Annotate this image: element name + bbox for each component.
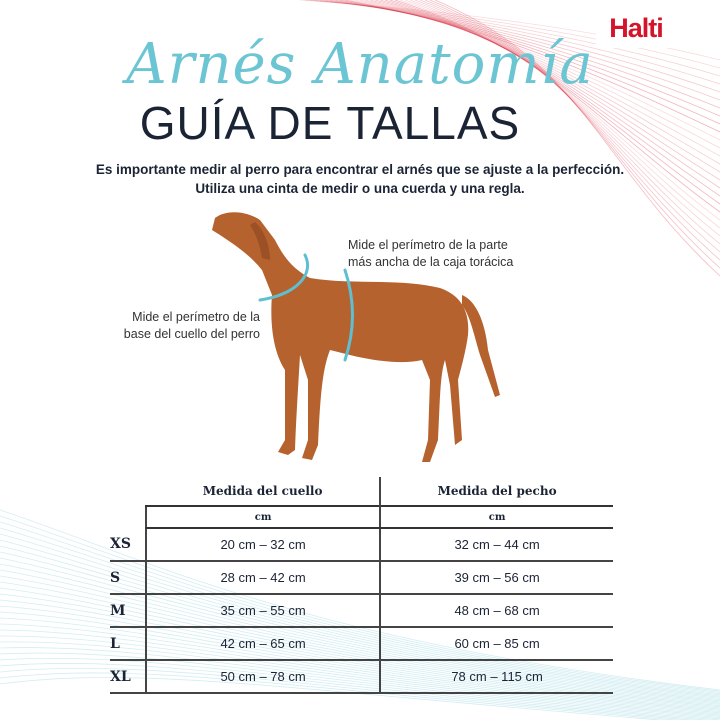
red-wave-line	[304, 0, 720, 69]
red-wave-line	[374, 0, 720, 181]
note-line: Mide el perímetro de la parte	[348, 238, 508, 252]
red-wave-line	[419, 0, 720, 253]
intro-line: Es importante medir al perro para encont…	[95, 162, 625, 177]
size-label: XL	[110, 660, 146, 694]
neck-value: 28 cm – 42 cm	[144, 561, 381, 595]
chest-value: 60 cm – 85 cm	[379, 627, 613, 661]
red-wave-line	[309, 0, 720, 77]
red-wave-line	[414, 0, 720, 245]
neck-value: 50 cm – 78 cm	[144, 660, 381, 694]
note-line: Mide el perímetro de la	[132, 310, 260, 324]
intro-text: Es importante medir al perro para encont…	[0, 160, 720, 198]
red-wave-line	[319, 0, 720, 93]
red-wave-line	[384, 0, 720, 197]
chest-value: 78 cm – 115 cm	[379, 660, 613, 694]
table-row: L 42 cm – 65 cm 60 cm – 85 cm	[110, 627, 613, 661]
red-wave-line	[334, 0, 720, 117]
neck-unit: cm	[144, 505, 381, 529]
chest-value: 39 cm – 56 cm	[379, 561, 613, 595]
corner-cell	[110, 477, 146, 506]
red-wave-line	[349, 0, 720, 141]
table-row: XL 50 cm – 78 cm 78 cm – 115 cm	[110, 660, 613, 694]
red-wave-line	[424, 0, 720, 261]
size-label: M	[110, 594, 146, 628]
size-label: L	[110, 627, 146, 661]
red-wave-line	[364, 0, 720, 165]
red-wave-line	[324, 0, 720, 101]
table-row: XS 20 cm – 32 cm 32 cm – 44 cm	[110, 528, 613, 562]
neck-measure-note: Mide el perímetro de la base del cuello …	[110, 309, 260, 343]
chest-value: 32 cm – 44 cm	[379, 528, 613, 562]
red-wave-line	[429, 0, 720, 269]
table-header-row: Medida del cuello Medida del pecho	[110, 477, 613, 506]
chest-header: Medida del pecho	[379, 477, 613, 506]
halti-logo: Halti	[596, 8, 676, 48]
size-table: Medida del cuello Medida del pecho cm cm…	[110, 477, 613, 694]
red-wave-line	[389, 0, 720, 205]
red-wave-line	[359, 0, 720, 157]
intro-line: Utiliza una cinta de medir o una cuerda …	[195, 181, 525, 196]
red-wave-line	[379, 0, 720, 189]
corner-cell	[110, 506, 146, 528]
note-line: más ancha de la caja torácica	[348, 255, 514, 269]
units-row: cm cm	[110, 505, 613, 529]
neck-value: 42 cm – 65 cm	[144, 627, 381, 661]
product-title: Arnés Anatomía	[126, 32, 594, 97]
chest-measure-note: Mide el perímetro de la parte más ancha …	[348, 237, 513, 271]
chest-unit: cm	[379, 505, 613, 529]
red-wave-line	[394, 0, 720, 213]
chest-value: 48 cm – 68 cm	[379, 594, 613, 628]
neck-value: 20 cm – 32 cm	[144, 528, 381, 562]
page-title: GUÍA DE TALLAS	[139, 97, 521, 149]
neck-header: Medida del cuello	[202, 484, 323, 498]
size-label: XS	[110, 528, 146, 562]
red-wave-line	[329, 0, 720, 109]
red-wave-line	[339, 0, 720, 125]
size-label: S	[110, 561, 146, 595]
note-line: base del cuello del perro	[123, 327, 260, 341]
red-wave-line	[399, 0, 720, 221]
red-wave-line	[369, 0, 720, 173]
red-wave-line	[314, 0, 720, 85]
red-wave-line	[299, 0, 720, 61]
red-wave-line	[404, 0, 720, 229]
red-wave-line	[344, 0, 720, 133]
table-row: M 35 cm – 55 cm 48 cm – 68 cm	[110, 594, 613, 628]
table-row: S 28 cm – 42 cm 39 cm – 56 cm	[110, 561, 613, 595]
red-wave-line	[434, 0, 720, 277]
red-wave-line	[409, 0, 720, 237]
dog-illustration	[212, 212, 500, 462]
red-wave-line	[354, 0, 720, 149]
neck-value: 35 cm – 55 cm	[144, 594, 381, 628]
